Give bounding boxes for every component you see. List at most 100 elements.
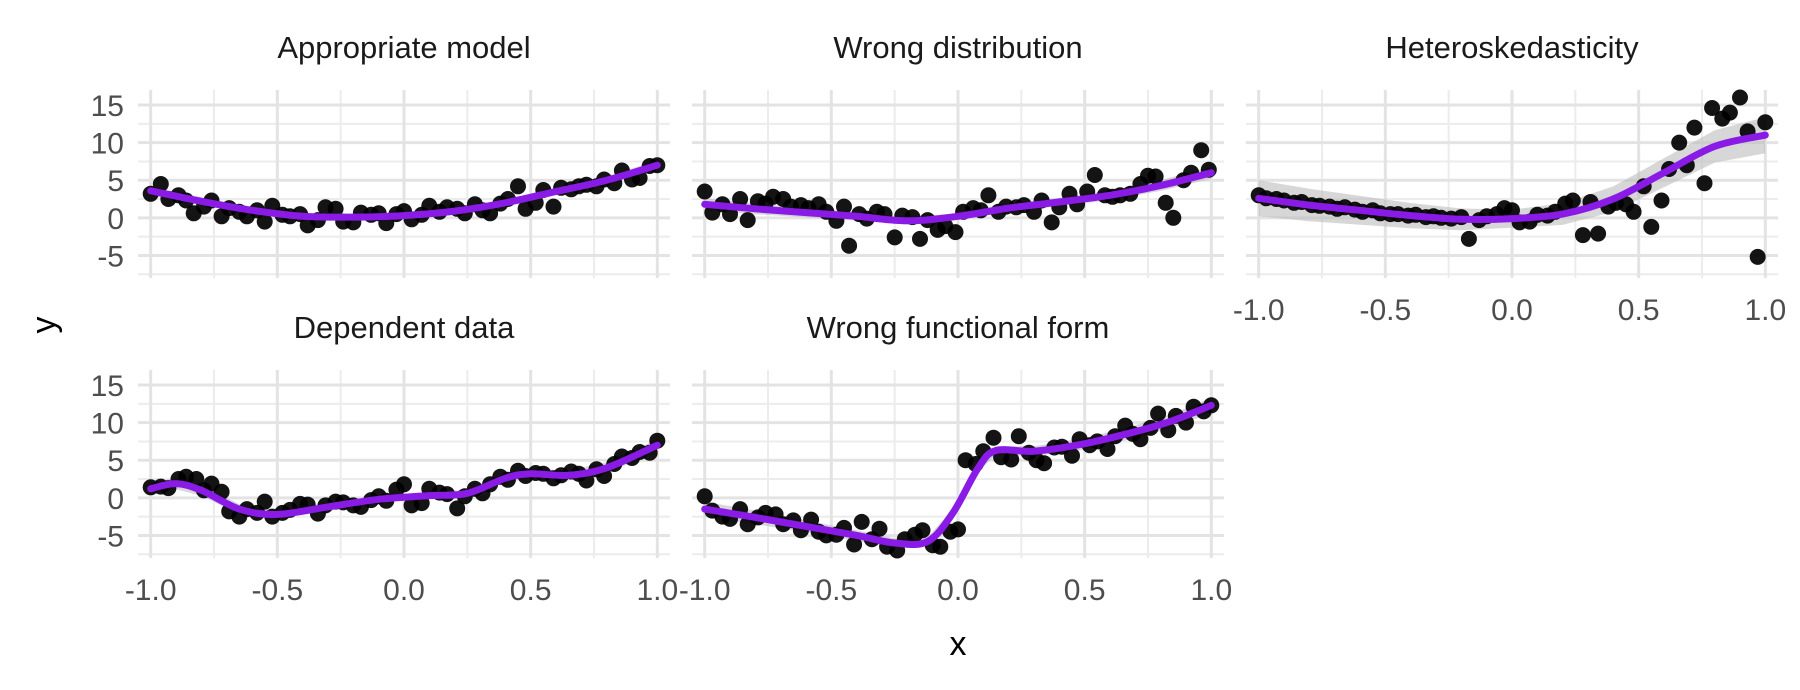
data-point	[732, 191, 749, 207]
x-tick-label: 1.0	[636, 574, 678, 607]
data-point	[846, 536, 863, 553]
y-tick-label: 15	[91, 90, 124, 123]
data-point	[449, 500, 466, 517]
y-tick-label: -5	[97, 240, 124, 273]
data-point	[1749, 248, 1766, 265]
panel-title: Appropriate model	[277, 30, 530, 65]
data-point	[1086, 167, 1103, 183]
data-point	[1003, 451, 1020, 468]
x-tick-label: -1.0	[679, 574, 731, 607]
x-tick-label: 0.5	[1064, 574, 1106, 607]
x-tick-label: -1.0	[125, 574, 177, 607]
data-point	[327, 200, 344, 217]
data-point	[980, 187, 997, 204]
data-point	[1704, 100, 1721, 116]
data-point	[1010, 428, 1027, 445]
data-point	[1732, 89, 1748, 106]
data-point	[871, 520, 888, 537]
y-axis-label: y	[25, 317, 63, 334]
panel-title: Wrong functional form	[807, 310, 1110, 345]
data-point	[836, 198, 852, 215]
data-point	[1147, 168, 1164, 185]
y-tick-label: -5	[97, 520, 124, 553]
data-point	[1653, 192, 1670, 209]
facet-panels: Appropriate model 15 10 5 0 -5 Wrong distribut…	[91, 30, 1787, 607]
smooth-line	[701, 401, 1215, 548]
data-point	[256, 213, 273, 230]
x-tick-label: 1.0	[1190, 574, 1232, 607]
x-tick-label: -0.5	[805, 574, 857, 607]
facet-panel: Wrong functional form -1.0 -0.5 0.0 0.5 1.0	[679, 310, 1232, 607]
facet-panel: Appropriate model 15 10 5 0 -5	[91, 30, 670, 278]
data-point	[696, 183, 713, 200]
data-point	[1696, 175, 1713, 192]
data-point	[1036, 455, 1053, 472]
panel-title: Dependent data	[294, 310, 515, 345]
grid	[692, 90, 1224, 278]
x-axis-label: x	[950, 625, 967, 663]
data-point	[1590, 225, 1607, 242]
x-tick-label: 0.5	[1618, 294, 1660, 327]
data-point	[1157, 194, 1174, 211]
data-point	[1460, 230, 1477, 247]
y-tick-label: 0	[107, 483, 124, 516]
y-tick-label: 15	[91, 370, 124, 403]
x-tick-label: -0.5	[1359, 294, 1411, 327]
facet-panel: Wrong distribution	[692, 30, 1224, 278]
data-point	[1043, 214, 1060, 231]
data-point	[1504, 202, 1520, 219]
data-point	[1132, 431, 1149, 448]
smooth-line	[147, 441, 661, 518]
y-tick-label: 10	[91, 128, 124, 161]
data-point	[696, 488, 713, 505]
data-point	[947, 224, 964, 241]
data-point	[912, 230, 928, 247]
data-point	[188, 471, 205, 487]
x-tick-label: 0.0	[1491, 294, 1533, 327]
smooth-line	[701, 169, 1215, 225]
y-tick-label: 10	[91, 408, 124, 441]
grid	[138, 370, 670, 558]
data-point	[152, 176, 169, 192]
smooth-line	[147, 161, 661, 221]
data-point	[1099, 441, 1116, 457]
data-point	[545, 198, 562, 215]
data-point	[256, 493, 273, 510]
data-point	[510, 178, 526, 195]
data-point	[1671, 134, 1688, 151]
data-point	[886, 229, 903, 246]
x-tick-label: 0.0	[937, 574, 979, 607]
x-tick-label: -0.5	[251, 574, 303, 607]
y-tick-label: 5	[107, 165, 124, 198]
x-tick-label: 0.0	[383, 574, 425, 607]
data-point	[1193, 142, 1210, 159]
data-point	[841, 237, 858, 254]
y-tick-label: 0	[107, 203, 124, 236]
confidence-band	[1258, 117, 1766, 231]
data-point	[396, 476, 412, 493]
data-point	[950, 521, 966, 538]
x-tick-label: 1.0	[1744, 294, 1786, 327]
data-point	[1643, 218, 1660, 235]
data-point	[1574, 227, 1591, 244]
data-point	[1686, 119, 1703, 136]
data-point	[914, 522, 931, 539]
data-point	[1165, 209, 1182, 226]
data-point	[1625, 203, 1642, 220]
facet-panel: Dependent data 15 10 5 0 -5-1.0 -0.5 0.0 0.5 1.0	[91, 310, 679, 607]
data-point	[853, 513, 870, 530]
x-tick-label: 0.5	[510, 574, 552, 607]
data-point	[932, 538, 949, 555]
data-point	[1064, 447, 1080, 464]
panel-title: Heteroskedasticity	[1385, 30, 1639, 65]
y-tick-label: 5	[107, 445, 124, 478]
data-point	[1150, 405, 1167, 422]
data-point	[1757, 114, 1774, 131]
data-point	[1721, 104, 1738, 121]
data-point	[985, 429, 1002, 446]
facet-panel: Heteroskedasticity -1.0 -0.5 0.0 0.5 1.0	[1233, 30, 1786, 327]
smooth-line	[1255, 131, 1769, 224]
x-tick-label: -1.0	[1233, 294, 1285, 327]
data-point	[739, 212, 756, 229]
